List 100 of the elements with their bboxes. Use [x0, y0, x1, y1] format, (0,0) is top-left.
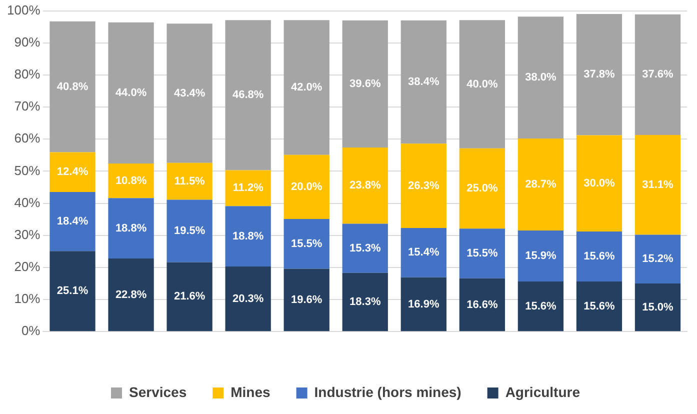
data-label: 42.0% [291, 82, 322, 94]
y-tick-label: 0% [21, 323, 41, 338]
bar [166, 200, 212, 262]
bar [459, 278, 505, 332]
data-label: 19.5% [174, 225, 206, 238]
bar [108, 22, 154, 164]
y-tick-label: 20% [14, 259, 41, 274]
data-label: 18.8% [115, 222, 147, 234]
data-label: 20.3% [232, 292, 264, 305]
bar [518, 230, 564, 282]
y-tick-label: 30% [14, 226, 41, 242]
bar [634, 283, 681, 332]
bar [225, 170, 271, 206]
data-label: 11.5% [174, 175, 206, 188]
data-label: 38.0% [525, 72, 556, 84]
bar [576, 14, 622, 136]
data-label: 40.8% [56, 80, 88, 93]
y-tick-label: 90% [14, 34, 41, 50]
data-label: 37.8% [584, 68, 616, 81]
bar [518, 138, 564, 231]
y-tick-label: 70% [14, 98, 41, 114]
data-label: 28.7% [525, 178, 556, 191]
data-label: 15.3% [350, 242, 381, 254]
data-label: 15.5% [466, 248, 498, 260]
bar [459, 20, 505, 148]
data-label: 23.8% [350, 180, 381, 192]
bar [225, 206, 271, 266]
bar [400, 277, 446, 332]
y-tick-label: 40% [14, 194, 41, 210]
data-label: 26.3% [408, 180, 440, 192]
data-label: 16.9% [408, 298, 440, 310]
data-label: 21.6% [174, 290, 206, 303]
bar [342, 272, 388, 332]
y-tick-label: 100% [7, 2, 41, 18]
bar [225, 266, 271, 332]
data-label: 15.4% [408, 246, 440, 259]
data-label: 15.5% [291, 238, 322, 250]
legend-label: Agriculture [505, 384, 580, 400]
data-label: 38.4% [408, 76, 440, 88]
bar [400, 144, 446, 228]
data-label: 30.0% [584, 177, 616, 190]
data-label: 18.8% [232, 230, 264, 242]
data-label: 10.8% [115, 174, 147, 187]
legend-label: Services [129, 384, 187, 400]
bar [108, 164, 154, 198]
data-label: 43.4% [174, 87, 206, 100]
data-label: 39.6% [350, 78, 381, 90]
bar [576, 282, 622, 332]
bar [634, 234, 681, 284]
bar [576, 135, 622, 232]
bar [518, 282, 564, 332]
data-label: 15.6% [584, 250, 616, 263]
data-label: 15.2% [642, 253, 674, 266]
bar [284, 219, 330, 269]
bar [459, 148, 505, 229]
y-tick-label: 50% [14, 162, 41, 178]
data-label: 12.4% [56, 166, 88, 178]
bar [459, 228, 505, 278]
data-label: 46.8% [232, 89, 264, 102]
bar [400, 228, 446, 278]
y-tick-label: 60% [14, 130, 41, 146]
bar [342, 20, 388, 148]
bar [518, 16, 564, 138]
bar [166, 24, 212, 163]
data-label: 25.1% [56, 285, 88, 298]
y-tick-label: 10% [14, 291, 41, 306]
bar [225, 20, 271, 170]
bar [166, 162, 212, 200]
data-label: 16.6% [466, 298, 498, 311]
bar [634, 134, 681, 235]
bar [342, 147, 388, 224]
data-label: 31.1% [642, 178, 674, 191]
bar [284, 154, 330, 219]
data-label: 15.0% [642, 301, 674, 314]
data-label: 15.9% [525, 250, 556, 262]
bar [400, 20, 446, 144]
bar [50, 152, 96, 192]
bar [108, 258, 154, 332]
data-label: 44.0% [115, 86, 147, 99]
data-label: 18.3% [350, 296, 381, 308]
data-label: 15.6% [525, 300, 556, 312]
bar [634, 14, 681, 135]
data-label: 40.0% [466, 78, 498, 90]
bar [284, 268, 330, 332]
bar [50, 192, 96, 252]
bar [342, 224, 388, 273]
bar [284, 20, 330, 155]
data-label: 11.2% [232, 182, 264, 194]
data-label: 25.0% [466, 182, 498, 195]
data-label: 20.0% [291, 180, 322, 193]
bar [166, 262, 212, 332]
data-label: 19.6% [291, 294, 322, 306]
data-label: 37.6% [642, 68, 674, 81]
bar [50, 21, 96, 152]
y-tick-label: 80% [14, 66, 41, 82]
bar [576, 232, 622, 282]
data-label: 18.4% [56, 216, 88, 228]
data-label: 15.6% [584, 300, 616, 312]
legend-label: Mines [230, 384, 271, 400]
bar [50, 251, 96, 332]
